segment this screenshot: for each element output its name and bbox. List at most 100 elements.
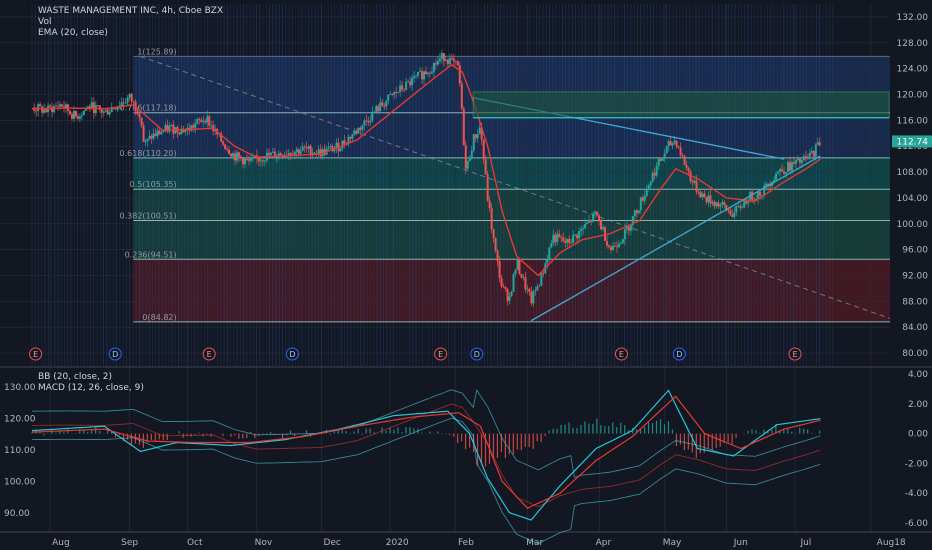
candle-body — [498, 261, 501, 278]
candle-body — [444, 59, 447, 61]
candle-body — [349, 136, 352, 139]
candle-body — [130, 93, 133, 102]
event-marker-circle — [29, 347, 43, 361]
macd-y-tick-label: -2.00 — [905, 459, 929, 469]
legend-ema[interactable]: EMA (20, close) — [38, 28, 108, 38]
candle-body — [417, 71, 420, 76]
fib-zone-4 — [133, 220, 900, 260]
event-marker-earnings[interactable]: E — [434, 347, 448, 361]
candle-body — [421, 71, 424, 80]
fib-label: 0.382(100.51) — [120, 211, 177, 220]
candle-body — [68, 111, 71, 114]
candle-body — [454, 61, 457, 62]
candle-body — [673, 140, 676, 144]
candle-body — [552, 234, 555, 244]
candle-body — [226, 148, 229, 150]
candle-body — [244, 158, 247, 165]
y-tick-label: 96.00 — [902, 246, 928, 256]
candle-body — [124, 102, 127, 104]
candle-body — [269, 152, 272, 156]
candle-body — [617, 243, 620, 248]
candle-body — [247, 159, 250, 161]
candle-body — [434, 63, 437, 65]
event-marker-earnings[interactable]: E — [614, 347, 628, 361]
macd-pane — [31, 389, 821, 545]
y-tick-label: 80.00 — [902, 349, 928, 359]
candle-body — [377, 106, 380, 112]
candle-body — [747, 201, 750, 204]
candle-body — [721, 202, 724, 205]
event-marker-dividend[interactable]: D — [108, 347, 122, 361]
candle-body — [504, 286, 507, 289]
legend-bb[interactable]: BB (20, close, 2) — [38, 372, 113, 382]
candle-body — [154, 133, 157, 136]
event-marker-earnings[interactable]: E — [788, 347, 802, 361]
candle-body — [725, 205, 728, 210]
candle-body — [679, 147, 682, 156]
candle-body — [566, 238, 569, 243]
candle-body — [574, 234, 577, 236]
candle-body — [76, 116, 79, 119]
candle-body — [415, 75, 418, 77]
candle-body — [452, 58, 455, 62]
candle-body — [609, 247, 612, 251]
candle-body — [196, 119, 199, 124]
candle-body — [470, 150, 473, 159]
event-marker-dividend[interactable]: D — [672, 347, 686, 361]
candle-body — [168, 125, 171, 132]
candle-body — [783, 171, 786, 174]
event-marker-label: E — [33, 350, 38, 359]
candle-body — [697, 191, 700, 193]
legend-symbol[interactable]: WASTE MANAGEMENT INC, 4h, Cboe BZX — [38, 6, 224, 16]
bb-lower — [32, 417, 821, 545]
candle-body — [146, 138, 149, 142]
event-marker-label: D — [474, 350, 480, 359]
candle-body — [182, 128, 185, 133]
event-marker-dividend[interactable]: D — [285, 347, 299, 361]
x-tick-label: 2020 — [386, 538, 409, 548]
candle-body — [365, 120, 368, 122]
candle-body — [651, 172, 654, 182]
event-marker-earnings[interactable]: E — [202, 347, 216, 361]
candle-body — [695, 180, 698, 192]
candle-body — [341, 140, 344, 149]
candle-body — [446, 59, 449, 64]
candle-body — [474, 134, 477, 139]
macd-y-tick-label: -6.00 — [905, 519, 929, 529]
candle-body — [242, 158, 245, 165]
candle-body — [812, 151, 815, 157]
fib-trend-dashed — [140, 55, 901, 323]
candle-body — [148, 135, 151, 139]
candle-body — [74, 110, 77, 117]
candle-body — [428, 72, 431, 74]
candle-body — [401, 85, 404, 90]
candle-body — [763, 185, 766, 196]
candle-body — [92, 102, 95, 114]
candle-body — [411, 78, 414, 86]
event-marker-earnings[interactable]: E — [29, 347, 43, 361]
x-tick-label: Aug — [877, 538, 895, 548]
candle-body — [403, 89, 406, 91]
candle-body — [490, 208, 493, 230]
legend-volume[interactable]: Vol — [38, 17, 52, 27]
candle-body — [289, 153, 292, 155]
candle-body — [586, 222, 589, 224]
candle-body — [502, 286, 505, 288]
y-tick-label: 88.00 — [902, 297, 928, 307]
candle-body — [600, 220, 603, 230]
candle-body — [55, 105, 58, 107]
candle-body — [232, 153, 235, 157]
candle-body — [49, 105, 52, 107]
candle-body — [63, 106, 66, 109]
legend-macd[interactable]: MACD (12, 26, close, 9) — [38, 383, 144, 393]
candle-body — [528, 288, 531, 293]
candle-body — [512, 274, 515, 292]
candle-body — [251, 157, 254, 158]
candle-body — [383, 105, 386, 107]
candle-body — [379, 102, 382, 112]
candle-body — [737, 205, 740, 207]
event-marker-dividend[interactable]: D — [470, 347, 484, 361]
candle-body — [200, 119, 203, 122]
candle-body — [385, 100, 388, 107]
candle-body — [655, 165, 658, 176]
